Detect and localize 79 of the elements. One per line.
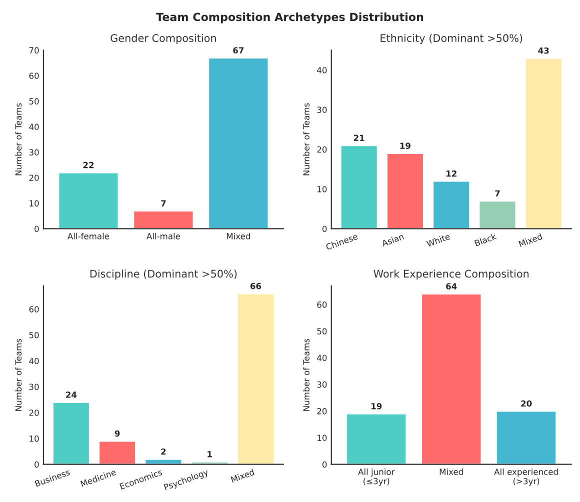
y-tick-label: 70 — [29, 47, 39, 54]
y-tick-label: 40 — [29, 124, 39, 130]
y-tick-label: 30 — [29, 384, 39, 390]
bar — [420, 293, 482, 464]
chart-title: Discipline (Dominant >50%) — [90, 270, 237, 280]
bar — [386, 152, 424, 229]
x-tick-label: Mixed — [440, 468, 463, 475]
y-tick-label: 50 — [29, 98, 39, 104]
y-tick-label: 20 — [317, 146, 327, 153]
y-tick-label: 60 — [29, 72, 39, 79]
bar — [98, 440, 136, 464]
y-tick-label: 50 — [317, 328, 327, 334]
y-tick-label: 30 — [29, 149, 39, 156]
y-tick-label: 40 — [317, 67, 327, 74]
y-tick-label: 0 — [34, 461, 39, 468]
data-label: 2 — [161, 448, 166, 455]
text: Team Composition Archetypes Distribution — [156, 12, 424, 24]
x-tick-label: Mixed — [518, 233, 542, 248]
y-tick-label: 60 — [29, 306, 39, 312]
bar — [208, 57, 270, 229]
y-tick-label: 10 — [30, 200, 39, 206]
y-axis-title: Number of Teams — [303, 103, 310, 176]
data-label: 20 — [521, 400, 532, 407]
y-tick-label: 10 — [318, 186, 327, 192]
x-tick-label: All-female — [68, 232, 110, 240]
bar — [58, 172, 120, 229]
y-tick-label: 10 — [30, 435, 39, 442]
data-label: 24 — [66, 392, 77, 398]
bar — [432, 180, 470, 229]
y-tick-label: 0 — [322, 226, 327, 232]
data-label: 67 — [233, 47, 244, 54]
bar — [190, 461, 229, 464]
y-tick-label: 60 — [317, 301, 327, 308]
x-tick-label: Mixed — [230, 468, 254, 483]
y-tick-label: 0 — [322, 461, 327, 468]
y-tick-label: 10 — [318, 434, 327, 441]
chart-title: Gender Composition — [110, 34, 216, 44]
data-label: 22 — [83, 162, 94, 168]
data-label: 7 — [495, 190, 500, 196]
chart-title: Work Experience Composition — [374, 270, 529, 280]
y-axis-title: Number of Teams — [15, 103, 22, 176]
bar — [52, 402, 90, 464]
y-tick-label: 20 — [29, 410, 39, 416]
bar — [144, 458, 183, 464]
x-tick-label: Mixed — [226, 232, 250, 240]
y-axis-title: Number of Teams — [15, 338, 22, 411]
data-label: 21 — [354, 134, 364, 141]
bar — [478, 200, 517, 229]
bar — [496, 410, 557, 464]
y-tick-label: 30 — [317, 381, 327, 388]
bar — [236, 292, 275, 464]
data-label: 64 — [446, 283, 457, 290]
bar — [524, 57, 563, 229]
x-tick-label: White — [426, 233, 450, 248]
y-tick-label: 50 — [29, 332, 39, 338]
x-tick-label: Asian — [381, 233, 404, 247]
y-axis-title: Number of Teams — [303, 338, 310, 411]
bar — [132, 210, 194, 229]
y-tick-label: 20 — [29, 174, 39, 181]
x-tick-label: Black — [474, 232, 497, 246]
data-label: 12 — [446, 170, 456, 177]
bar — [340, 144, 378, 229]
data-label: 9 — [114, 430, 120, 437]
data-label: 19 — [372, 403, 382, 410]
data-label: 19 — [400, 142, 410, 149]
data-label: 7 — [161, 200, 166, 206]
data-label: 1 — [208, 451, 212, 458]
x-tick-label: All-male — [146, 232, 180, 240]
y-tick-label: 40 — [29, 358, 39, 364]
y-tick-label: 20 — [317, 408, 327, 414]
x-tick-label: All junior (≤3yr) — [358, 468, 395, 486]
data-label: 66 — [250, 282, 262, 290]
y-tick-label: 0 — [34, 226, 39, 232]
x-tick-label: All experienced (>3yr) — [494, 468, 558, 486]
y-tick-label: 40 — [317, 354, 327, 362]
y-tick-label: 30 — [317, 106, 327, 113]
bar — [346, 413, 408, 464]
data-label: 43 — [538, 47, 549, 54]
chart-title: Ethnicity (Dominant >50%) — [380, 34, 522, 44]
